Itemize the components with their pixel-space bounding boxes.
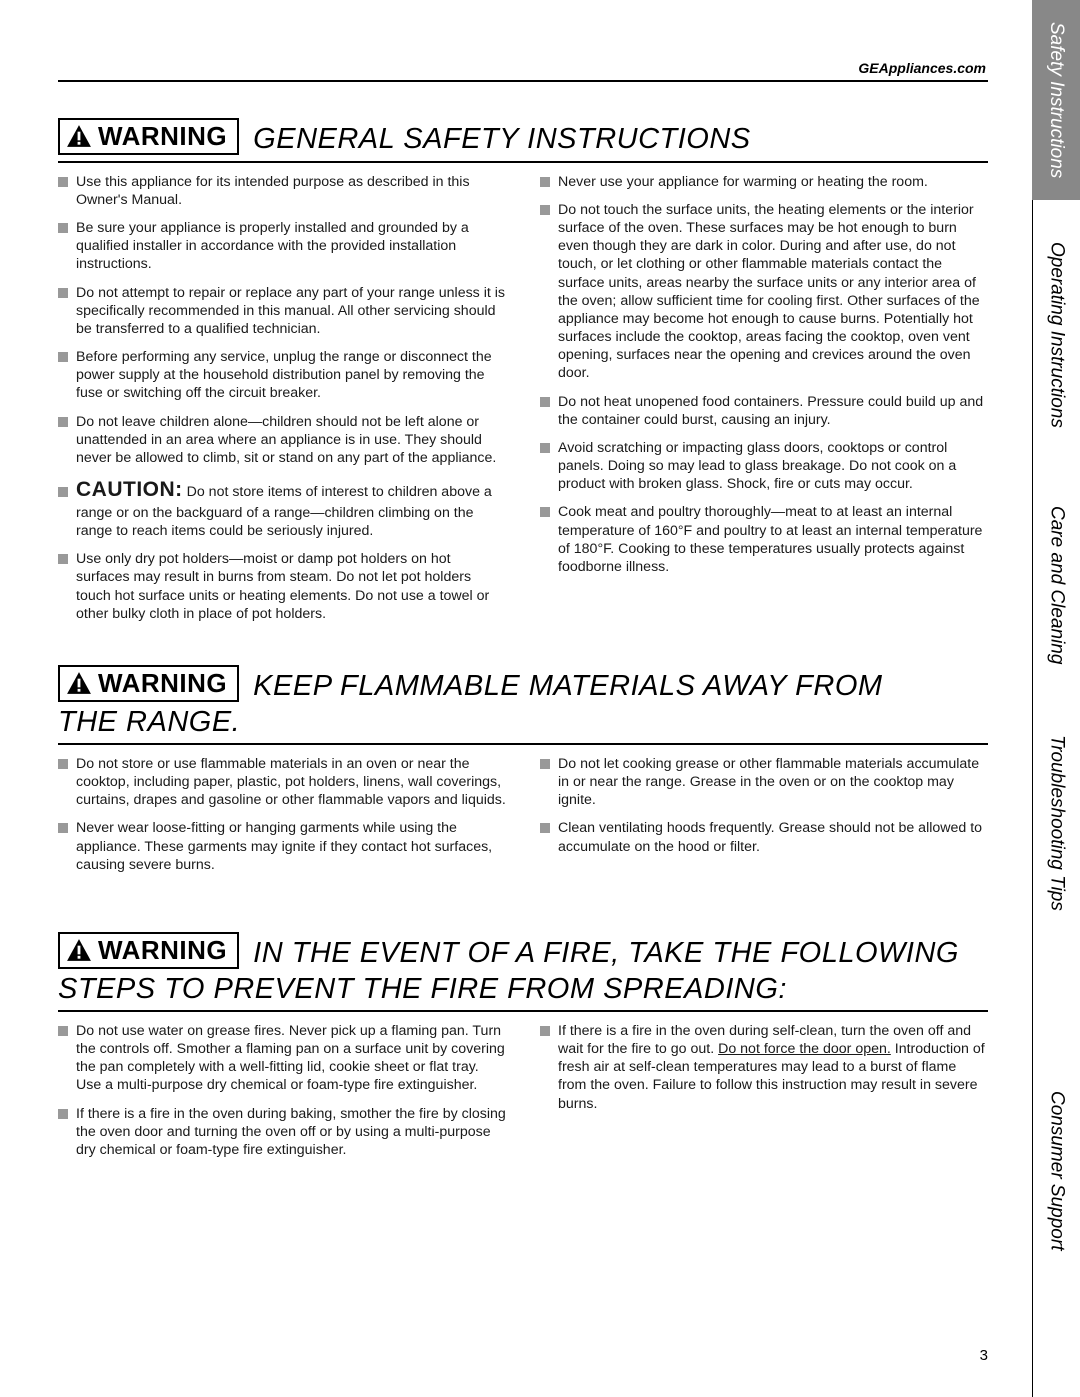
warning-label: WARNING (98, 122, 227, 151)
page-number: 3 (980, 1347, 988, 1364)
warning-triangle-icon (66, 938, 92, 962)
list-item: Use only dry pot holders—moist or damp p… (58, 550, 506, 623)
tab-safety-instructions[interactable]: Safety Instructions (1032, 0, 1080, 200)
list-item: Do not touch the surface units, the heat… (540, 201, 988, 383)
list-item: Avoid scratching or impacting glass door… (540, 439, 988, 494)
warning-label: WARNING (98, 669, 227, 698)
list-item: Do not let cooking grease or other flamm… (540, 755, 988, 810)
section1-underline (58, 161, 988, 163)
section3-underline (58, 1010, 988, 1012)
list-item: Do not attempt to repair or replace any … (58, 284, 506, 339)
section3-left-col: Do not use water on grease fires. Never … (58, 1022, 506, 1169)
list-item: Never use your appliance for warming or … (540, 173, 988, 191)
tab-troubleshooting[interactable]: Troubleshooting Tips (1032, 700, 1080, 945)
list-item: If there is a fire in the oven during ba… (58, 1105, 506, 1160)
list-item: Do not heat unopened food containers. Pr… (540, 393, 988, 429)
section3: WARNING IN THE EVENT OF A FIRE, TAKE THE… (58, 932, 988, 1169)
section2-left-col: Do not store or use flammable materials … (58, 755, 506, 884)
header-website: GEAppliances.com (58, 60, 988, 76)
section1-header: WARNING GENERAL SAFETY INSTRUCTIONS (58, 118, 988, 157)
warning-badge: WARNING (58, 118, 239, 155)
list-item: Cook meat and poultry thoroughly—meat to… (540, 503, 988, 576)
section1-columns: Use this appliance for its intended purp… (58, 173, 988, 633)
warning-label: WARNING (98, 936, 227, 965)
section3-title-cont: STEPS TO PREVENT THE FIRE FROM SPREADING… (58, 973, 988, 1006)
list-item: Before performing any service, unplug th… (58, 348, 506, 403)
warning-badge: WARNING (58, 932, 239, 969)
list-item: If there is a fire in the oven during se… (540, 1022, 988, 1113)
list-item: Use this appliance for its intended purp… (58, 173, 506, 209)
tab-consumer-support[interactable]: Consumer Support (1032, 945, 1080, 1397)
section2-title-cont: THE RANGE. (58, 706, 988, 739)
section2-title: KEEP FLAMMABLE MATERIALS AWAY FROM (253, 670, 882, 703)
warning-triangle-icon (66, 671, 92, 695)
section1-right-col: Never use your appliance for warming or … (540, 173, 988, 633)
section2-header: WARNING KEEP FLAMMABLE MATERIALS AWAY FR… (58, 665, 988, 704)
section2-right-col: Do not let cooking grease or other flamm… (540, 755, 988, 884)
s3-right-underline: Do not force the door open. (718, 1041, 891, 1057)
section3-title: IN THE EVENT OF A FIRE, TAKE THE FOLLOWI… (253, 937, 959, 970)
warning-badge: WARNING (58, 665, 239, 702)
side-tabs: Safety Instructions Operating Instructio… (1032, 0, 1080, 1397)
section2-columns: Do not store or use flammable materials … (58, 755, 988, 884)
top-divider (58, 80, 988, 82)
list-item: Clean ventilating hoods frequently. Grea… (540, 819, 988, 855)
tab-operating-instructions[interactable]: Operating Instructions (1032, 200, 1080, 470)
section3-right-col: If there is a fire in the oven during se… (540, 1022, 988, 1169)
list-item: Do not store or use flammable materials … (58, 755, 506, 810)
list-item: Never wear loose-fitting or hanging garm… (58, 819, 506, 874)
warning-triangle-icon (66, 124, 92, 148)
list-item: Do not leave children alone—children sho… (58, 413, 506, 468)
page-content: GEAppliances.com WARNING GENERAL SAFETY … (58, 60, 988, 1169)
section2: WARNING KEEP FLAMMABLE MATERIALS AWAY FR… (58, 665, 988, 884)
list-item: Be sure your appliance is properly insta… (58, 219, 506, 274)
section3-header: WARNING IN THE EVENT OF A FIRE, TAKE THE… (58, 932, 988, 971)
tab-care-cleaning[interactable]: Care and Cleaning (1032, 470, 1080, 700)
caution-item: CAUTION: Do not store items of interest … (58, 477, 506, 540)
section1-left-col: Use this appliance for its intended purp… (58, 173, 506, 633)
section3-columns: Do not use water on grease fires. Never … (58, 1022, 988, 1169)
section2-underline (58, 743, 988, 745)
caution-label: CAUTION: (76, 478, 183, 501)
section1-title: GENERAL SAFETY INSTRUCTIONS (253, 123, 750, 156)
list-item: Do not use water on grease fires. Never … (58, 1022, 506, 1095)
